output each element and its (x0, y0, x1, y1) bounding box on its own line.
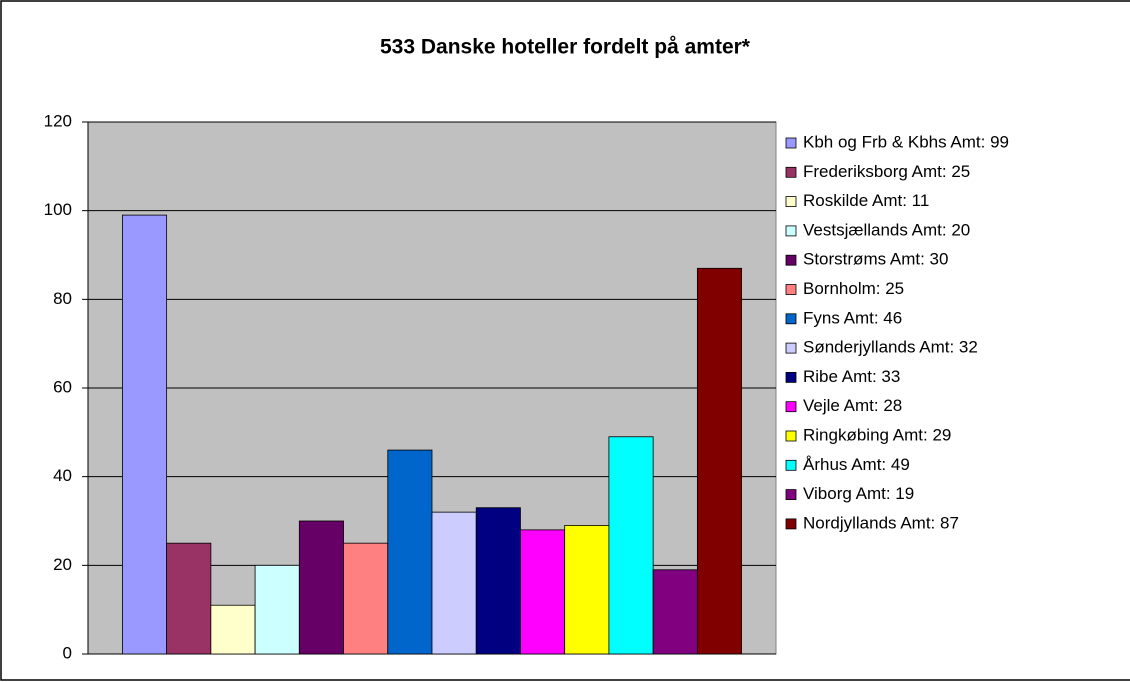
legend-label: Bornholm: 25 (803, 279, 904, 298)
legend-swatch (785, 137, 797, 149)
y-tick-label: 100 (44, 200, 72, 219)
y-tick-label: 80 (53, 289, 72, 308)
legend-label: Ringkøbing Amt: 29 (803, 425, 951, 444)
legend-label: Ribe Amt: 33 (803, 367, 900, 386)
bar (431, 511, 477, 655)
legend-swatch (785, 284, 797, 295)
bar (298, 520, 344, 655)
legend-label: Vejle Amt: 28 (803, 396, 902, 415)
legend-swatch (785, 313, 797, 325)
chart-title: 533 Danske hoteller fordelt på amter* (380, 36, 751, 59)
legend-swatch (785, 196, 797, 208)
bar (652, 569, 698, 655)
bar (254, 564, 300, 655)
legend-label: Nordjyllands Amt: 87 (803, 513, 959, 532)
bar (564, 525, 610, 655)
legend-swatch (785, 371, 797, 383)
bar (387, 449, 433, 655)
legend-label: Kbh og Frb & Kbhs Amt: 99 (803, 132, 1009, 151)
legend-swatch (785, 489, 797, 501)
legend-label: Frederiksborg Amt: 25 (803, 162, 970, 181)
legend-swatch (785, 342, 797, 354)
legend-swatch (785, 225, 797, 237)
legend-swatch (785, 459, 797, 471)
bar (122, 214, 168, 655)
legend-swatch (785, 254, 797, 266)
legend-label: Vestsjællands Amt: 20 (803, 220, 970, 239)
bar (210, 604, 256, 655)
legend-label: Roskilde Amt: 11 (803, 191, 929, 210)
legend-label: Århus Amt: 49 (803, 455, 910, 474)
legend-label: Sønderjyllands Amt: 32 (803, 338, 978, 357)
legend-swatch (785, 166, 797, 178)
legend-swatch (785, 518, 797, 530)
bar (475, 507, 521, 655)
bar (166, 542, 212, 655)
legend-label: Storstrøms Amt: 30 (803, 250, 948, 269)
legend-label: Viborg Amt: 19 (803, 484, 914, 503)
legend-swatch (785, 430, 797, 442)
bar (520, 529, 566, 655)
bar (608, 436, 654, 655)
y-tick-label: 120 (44, 111, 72, 130)
legend-swatch (785, 401, 797, 413)
y-tick-label: 60 (53, 377, 72, 396)
y-tick-label: 20 (53, 555, 72, 574)
y-tick-label: 40 (53, 466, 72, 485)
bar (696, 267, 742, 655)
bar (343, 542, 389, 655)
legend-label: Fyns Amt: 46 (803, 308, 902, 327)
y-tick-label: 0 (63, 643, 72, 662)
